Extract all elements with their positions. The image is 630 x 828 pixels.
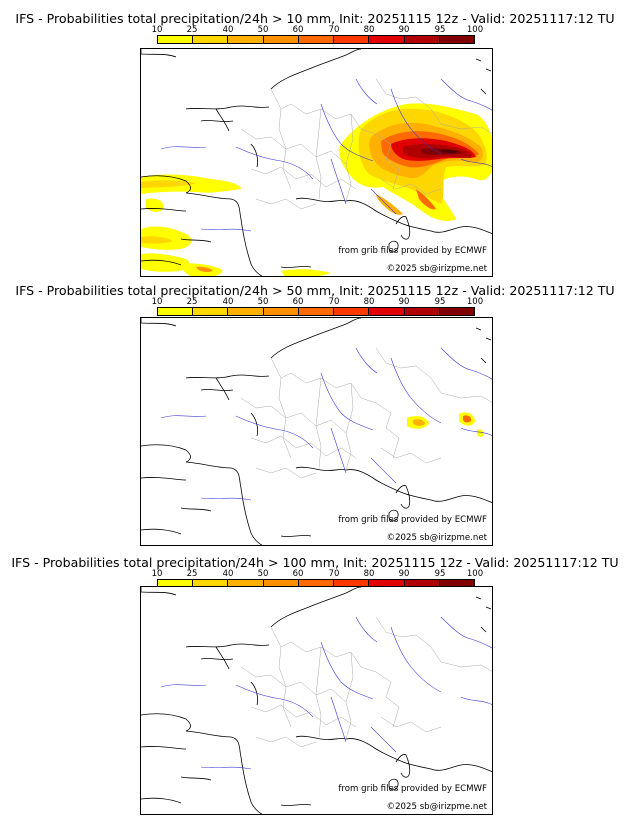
colorbar-swatch	[298, 308, 335, 315]
colorbar-tick: 25	[186, 25, 198, 35]
source-credit: from grib files provided by ECMWF	[338, 246, 487, 256]
colorbar-tick: 25	[186, 569, 198, 579]
colorbar-swatch	[404, 580, 440, 587]
colorbar-tick: 90	[398, 569, 410, 579]
colorbar-swatch	[228, 36, 264, 43]
colorbar-tick: 25	[186, 297, 198, 307]
panel-title: IFS - Probabilities total precipitation/…	[15, 11, 615, 26]
panel-100mm: IFS - Probabilities total precipitation/…	[0, 544, 630, 816]
colorbar-swatch	[193, 308, 229, 315]
colorbar-swatch	[263, 308, 299, 315]
colorbar-tick: 90	[398, 297, 410, 307]
colorbar-swatch	[439, 308, 474, 315]
colorbar-swatch	[369, 580, 405, 587]
source-credit: from grib files provided by ECMWF	[338, 784, 487, 794]
source-credit: from grib files provided by ECMWF	[338, 515, 487, 525]
colorbar-swatch	[439, 36, 474, 43]
colorbar-swatch	[298, 36, 335, 43]
colorbar-tick: 60	[292, 25, 304, 35]
colorbar-tick: 40	[222, 25, 234, 35]
colorbar-tick: 70	[328, 297, 340, 307]
precip-map	[141, 318, 492, 545]
colorbar-tick: 10	[151, 569, 163, 579]
colorbar-tick: 50	[257, 569, 269, 579]
copyright-credit: ©2025 sb@irizpme.net	[386, 264, 488, 274]
colorbar-swatch	[158, 308, 194, 315]
colorbar-swatches	[157, 35, 475, 44]
colorbar-swatch	[228, 580, 264, 587]
colorbar-tick: 10	[151, 297, 163, 307]
colorbar-swatch	[369, 308, 405, 315]
colorbar-tick: 100	[466, 297, 484, 307]
colorbar-swatch	[298, 580, 335, 587]
precip-map	[141, 49, 492, 276]
colorbar-swatch	[334, 308, 370, 315]
colorbar-tick: 40	[222, 297, 234, 307]
colorbar: 10 25 40 50 60 70 80 90 95 100	[152, 297, 483, 319]
colorbar-tick: 10	[151, 25, 163, 35]
colorbar-swatch	[193, 36, 229, 43]
panel-title: IFS - Probabilities total precipitation/…	[11, 555, 619, 570]
colorbar-tick: 80	[363, 25, 375, 35]
colorbar-swatches	[157, 307, 475, 316]
colorbar-tick: 95	[434, 569, 446, 579]
colorbar-tick: 100	[466, 569, 484, 579]
colorbar-swatch	[369, 36, 405, 43]
colorbar-swatch	[334, 580, 370, 587]
colorbar-swatch	[334, 36, 370, 43]
colorbar-tick: 40	[222, 569, 234, 579]
colorbar-tick: 100	[466, 25, 484, 35]
colorbar-swatch	[193, 580, 229, 587]
map-10mm: from grib files provided by ECMWF ©2025 …	[140, 48, 493, 277]
colorbar-tick: 80	[363, 297, 375, 307]
colorbar-tick: 60	[292, 297, 304, 307]
colorbar-swatch	[404, 308, 440, 315]
colorbar-tick: 70	[328, 25, 340, 35]
panel-title: IFS - Probabilities total precipitation/…	[15, 283, 615, 298]
colorbar-tick: 95	[434, 25, 446, 35]
colorbar-tick: 90	[398, 25, 410, 35]
colorbar-swatch	[439, 580, 474, 587]
map-100mm: from grib files provided by ECMWF ©2025 …	[140, 586, 493, 815]
colorbar-swatch	[158, 36, 194, 43]
map-50mm: from grib files provided by ECMWF ©2025 …	[140, 317, 493, 546]
colorbar-swatch	[263, 580, 299, 587]
colorbar-tick: 50	[257, 297, 269, 307]
panel-50mm: IFS - Probabilities total precipitation/…	[0, 272, 630, 546]
colorbar-tick: 70	[328, 569, 340, 579]
colorbar-swatch	[404, 36, 440, 43]
colorbar-tick: 80	[363, 569, 375, 579]
colorbar-tick: 95	[434, 297, 446, 307]
colorbar-tick: 60	[292, 569, 304, 579]
copyright-credit: ©2025 sb@irizpme.net	[386, 802, 488, 812]
colorbar: 10 25 40 50 60 70 80 90 95 100	[152, 25, 483, 47]
colorbar-swatch	[158, 580, 194, 587]
colorbar-tick: 50	[257, 25, 269, 35]
copyright-credit: ©2025 sb@irizpme.net	[386, 533, 488, 543]
panel-10mm: IFS - Probabilities total precipitation/…	[0, 0, 630, 277]
colorbar-swatch	[228, 308, 264, 315]
colorbar-swatch	[263, 36, 299, 43]
probability-fields	[407, 412, 484, 437]
precip-map	[141, 587, 492, 814]
